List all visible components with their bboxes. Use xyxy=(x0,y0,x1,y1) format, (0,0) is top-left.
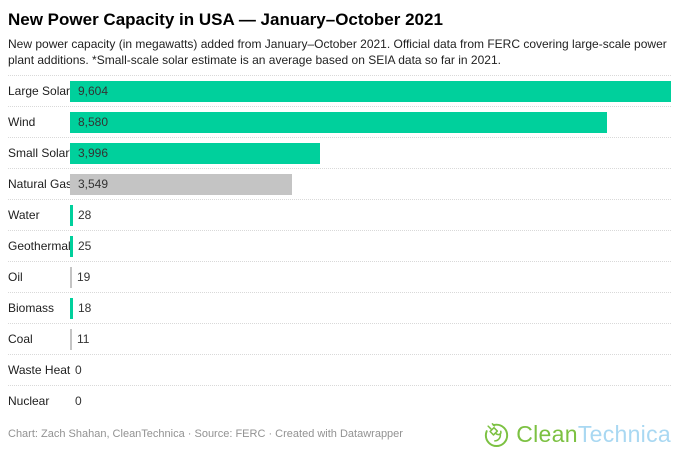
chart-row: Natural Gas 3,549 xyxy=(8,168,671,199)
chart-row: Oil 19 xyxy=(8,261,671,292)
logo-text-technica: Technica xyxy=(577,420,671,447)
bar[interactable] xyxy=(70,111,607,133)
value-label: 3,996 xyxy=(78,145,109,160)
category-label: Small Solar* xyxy=(8,146,75,161)
chart-row: Biomass 18 xyxy=(8,292,671,323)
bar[interactable] xyxy=(70,173,293,195)
chart-row: Nuclear 0 xyxy=(8,385,671,416)
category-label: Large Solar xyxy=(8,84,71,99)
page-title: New Power Capacity in USA — January–Octo… xyxy=(8,10,443,29)
cleantechnica-plug-circle-icon xyxy=(485,422,509,447)
category-label: Biomass xyxy=(8,301,55,316)
logo-text-clean: Clean xyxy=(516,420,578,447)
bar-track: 3,549 xyxy=(70,173,671,195)
bar-track: 19 xyxy=(70,266,671,288)
chart-description: New power capacity (in megawatts) added … xyxy=(8,37,667,68)
category-label: Geothermal xyxy=(8,239,71,254)
bar-track: 25 xyxy=(70,235,671,257)
chart-footer: Chart: Zach Shahan, CleanTechnica · Sour… xyxy=(8,418,671,450)
category-label: Nuclear xyxy=(8,394,50,409)
category-label: Natural Gas xyxy=(8,177,73,192)
bar[interactable] xyxy=(70,204,73,226)
bar-track: 3,996 xyxy=(70,142,671,164)
bar[interactable] xyxy=(70,80,671,102)
cleantechnica-logo: CleanTechnica xyxy=(482,420,671,449)
bar-track: 0 xyxy=(70,360,671,381)
bar[interactable] xyxy=(70,142,321,164)
bar[interactable] xyxy=(70,235,73,257)
chart-rows: Large Solar 9,604 Wind 8,580 Small Solar* 3,9… xyxy=(8,75,671,416)
chart-row: Coal 11 xyxy=(8,323,671,354)
value-label: 8,580 xyxy=(78,114,109,129)
category-label: Coal xyxy=(8,332,33,347)
chart-row: Water 28 xyxy=(8,199,671,230)
value-label: 18 xyxy=(78,300,92,315)
value-label: 19 xyxy=(77,269,91,284)
bar-track: 9,604 xyxy=(70,80,671,102)
credit-line: Chart: Zach Shahan, CleanTechnica · Sour… xyxy=(8,428,403,441)
bar[interactable] xyxy=(70,266,72,288)
category-label: Wind xyxy=(8,115,36,130)
bar-chart: Large Solar 9,604 Wind 8,580 Small Solar* 3,9… xyxy=(8,75,671,416)
chart-row: Wind 8,580 xyxy=(8,106,671,137)
category-label: Oil xyxy=(8,270,23,285)
bar[interactable] xyxy=(70,297,73,319)
bar-track: 11 xyxy=(70,328,671,350)
bar-track: 18 xyxy=(70,297,671,319)
chart-row: Geothermal 25 xyxy=(8,230,671,261)
value-label: 9,604 xyxy=(78,83,109,98)
bar[interactable] xyxy=(70,328,72,350)
value-label: 11 xyxy=(77,331,90,346)
chart-row: Small Solar* 3,996 xyxy=(8,137,671,168)
value-label: 0 xyxy=(75,393,82,408)
chart-row: Waste Heat 0 xyxy=(8,354,671,385)
bar-track: 0 xyxy=(70,391,671,412)
value-label: 28 xyxy=(78,207,92,222)
value-label: 25 xyxy=(78,238,92,253)
value-label: 3,549 xyxy=(78,176,109,191)
chart-row: Large Solar 9,604 xyxy=(8,75,671,106)
category-label: Water xyxy=(8,208,40,223)
category-label: Waste Heat xyxy=(8,363,71,378)
value-label: 0 xyxy=(75,362,82,377)
bar-track: 8,580 xyxy=(70,111,671,133)
bar-track: 28 xyxy=(70,204,671,226)
logo-wordmark: CleanTechnica xyxy=(516,421,671,448)
